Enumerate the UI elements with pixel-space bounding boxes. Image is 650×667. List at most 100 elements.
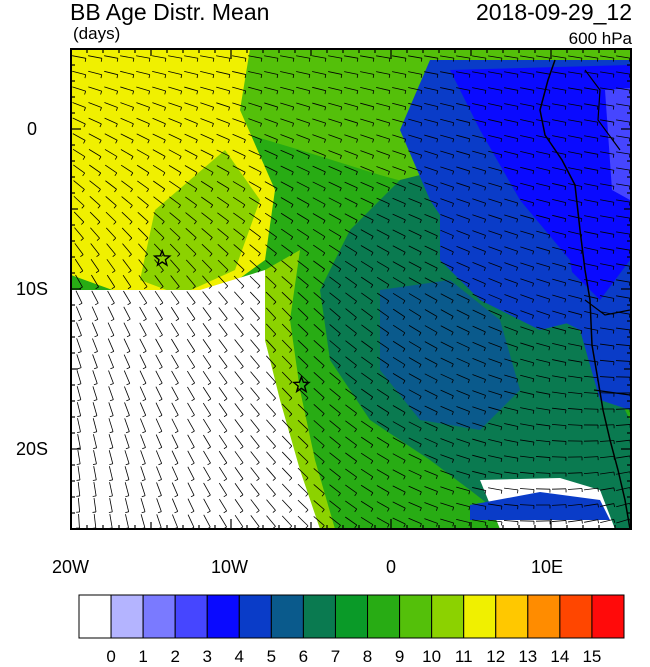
wind-barb [616, 87, 630, 91]
wind-barb [76, 386, 82, 400]
wind-barb [296, 228, 310, 238]
wind-barb-flag [321, 349, 325, 353]
wind-barb-flag [76, 431, 81, 433]
colorbar-label: 5 [266, 647, 277, 666]
wind-barb [264, 71, 278, 75]
wind-barb-flag [212, 58, 215, 62]
wind-barb [250, 419, 260, 431]
wind-barb [584, 247, 598, 251]
wind-barb [233, 275, 245, 287]
wind-barb [296, 213, 310, 221]
wind-barb-flag [516, 235, 519, 239]
wind-barb-flag [372, 139, 375, 143]
wind-barb-flag [207, 430, 211, 434]
wind-barb [313, 356, 325, 366]
wind-barb [313, 388, 325, 398]
wind-barb-flag [338, 236, 342, 240]
border-lines [584, 69, 631, 396]
wind-barb-flag [145, 205, 149, 209]
wind-barb-flag [356, 74, 359, 78]
wind-barb-flag [324, 90, 327, 95]
wind-barb-flag [548, 315, 551, 319]
colorbar-swatch [367, 594, 401, 639]
wind-barb [265, 275, 277, 287]
wind-barb [217, 275, 229, 287]
wind-barb-flag [418, 300, 422, 304]
wind-barb [281, 307, 293, 319]
wind-barb [345, 372, 357, 382]
wind-barb [216, 165, 230, 173]
wind-barb [472, 487, 486, 491]
wind-barb [488, 471, 502, 475]
wind-barb [424, 134, 438, 140]
wind-barb-flag [82, 156, 86, 160]
wind-barb [187, 450, 195, 464]
wind-barb-flag [223, 510, 227, 514]
wind-barb [297, 403, 309, 415]
wind-barb [184, 55, 198, 59]
wind-barb [583, 408, 599, 410]
wind-barb-flag [532, 346, 535, 351]
colorbar [78, 594, 625, 639]
wind-barb-flag [174, 462, 179, 466]
wind-barb [408, 357, 422, 365]
wind-barb-flag [420, 171, 422, 175]
wind-barb-flag [161, 221, 165, 225]
wind-barb [201, 228, 213, 238]
wind-barb [104, 164, 118, 174]
wind-barb-flag [516, 122, 519, 127]
wind-barb-flag [628, 90, 631, 94]
wind-barb [140, 466, 146, 480]
wind-barb-flag [548, 90, 551, 94]
wind-barb [152, 164, 166, 174]
wind-barb-flag [211, 155, 214, 160]
wind-barb-flag [141, 495, 146, 498]
wind-barb-flag [141, 511, 146, 514]
wind-barb [139, 338, 147, 352]
wind-barb [154, 275, 164, 287]
wind-barb [155, 434, 163, 448]
wind-barb [536, 391, 550, 395]
wind-barb-flag [628, 314, 631, 318]
wind-barb [202, 402, 212, 416]
wind-barb-flag [532, 202, 535, 207]
wind-barb [76, 402, 82, 416]
wind-barb [123, 290, 131, 304]
wind-barb-flag [126, 367, 131, 370]
wind-barb-flag [239, 478, 244, 482]
wind-barb-flag [628, 170, 631, 174]
wind-barb [200, 71, 214, 75]
colorbar-swatch [495, 594, 529, 639]
wind-barb [168, 55, 182, 59]
axis-ticks [70, 48, 632, 530]
wind-barb [328, 213, 342, 221]
wind-barb [217, 244, 229, 254]
wind-barb [77, 481, 81, 497]
wind-barb [280, 134, 294, 140]
wind-barb-flag [484, 138, 487, 143]
wind-barb-flag [256, 462, 260, 465]
wind-barb [185, 243, 197, 255]
wind-barb [124, 418, 130, 432]
wind-barb [424, 309, 438, 317]
wind-barb-flag [175, 350, 179, 354]
wind-barb-flag [224, 382, 228, 386]
wind-barb-flag [388, 74, 391, 78]
wind-barb [328, 150, 342, 156]
wind-barb [345, 484, 357, 494]
wind-barb [234, 419, 244, 431]
wind-barb-flag [451, 363, 454, 368]
wind-barb-flag [176, 269, 180, 273]
wind-barb-flag [484, 122, 487, 127]
wind-barb [440, 325, 454, 333]
wind-barb-flag [564, 202, 567, 207]
wind-barb-flag [223, 462, 228, 466]
wind-barb-flag [370, 428, 374, 433]
wind-barb-flag [259, 139, 262, 144]
wind-barb-flag [436, 138, 439, 143]
wind-barb-flag [370, 348, 373, 353]
wind-barb [456, 309, 470, 317]
wind-barb [520, 71, 534, 75]
wind-barb [202, 291, 212, 303]
wind-barb [281, 260, 293, 270]
